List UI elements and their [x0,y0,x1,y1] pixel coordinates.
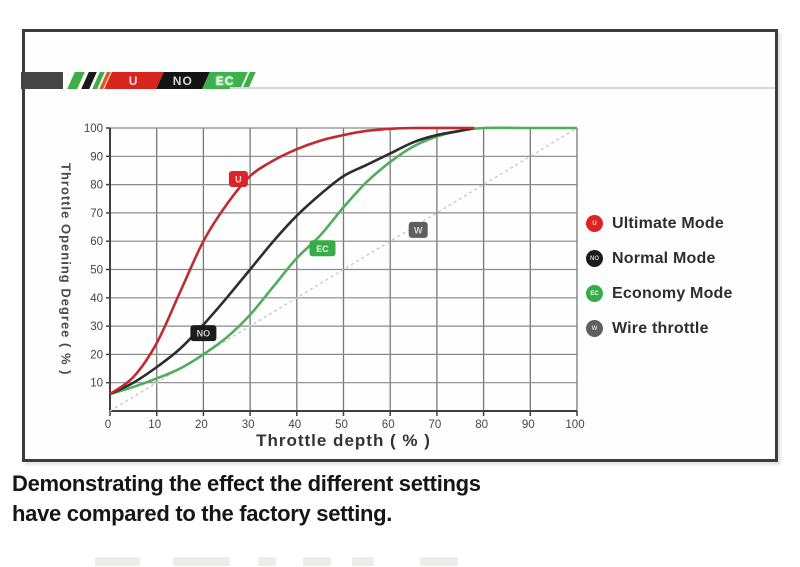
banner-block-ec-label: EC [215,73,235,88]
x-axis-title: Throttle depth ( % ) [256,431,431,450]
legend-label: Wire throttle [612,319,709,337]
banner-rule-line [230,87,775,89]
legend-item-no: NO Normal Mode [586,241,733,276]
legend-item-u: U Ultimate Mode [586,206,733,241]
legend-item-ec: EC Economy Mode [586,276,733,311]
figure-caption: Demonstrating the effect the different s… [12,469,481,529]
bottom-artifact [303,557,331,566]
y-axis-title: Throttle Opening Degree ( % ) [58,163,74,376]
legend-swatch-icon: NO [586,250,603,267]
bottom-artifact [420,557,458,566]
caption-line-1: Demonstrating the effect the different s… [12,471,481,496]
bottom-artifact [173,557,230,566]
legend-swatch-icon: W [586,320,603,337]
banner-block-u: U [104,72,164,89]
banner-gray-bar [21,72,63,89]
bottom-artifact [95,557,140,566]
legend-label: Normal Mode [612,249,716,267]
legend-item-w: W Wire throttle [586,311,733,346]
bottom-artifact [352,557,374,566]
legend-swatch-icon: U [586,215,603,232]
brand-banner: U NO EC [21,72,285,89]
banner-block-u-label: U [129,73,139,88]
banner-block-no: NO [156,72,210,89]
legend-label: Ultimate Mode [612,214,724,232]
legend-swatch-icon: EC [586,285,603,302]
legend-label: Economy Mode [612,284,733,302]
banner-block-no-label: NO [173,73,193,88]
chart-legend: U Ultimate Mode NO Normal Mode EC Economy Mod… [586,206,733,346]
caption-line-2: have compared to the factory setting. [12,501,393,526]
bottom-artifact [258,557,276,566]
